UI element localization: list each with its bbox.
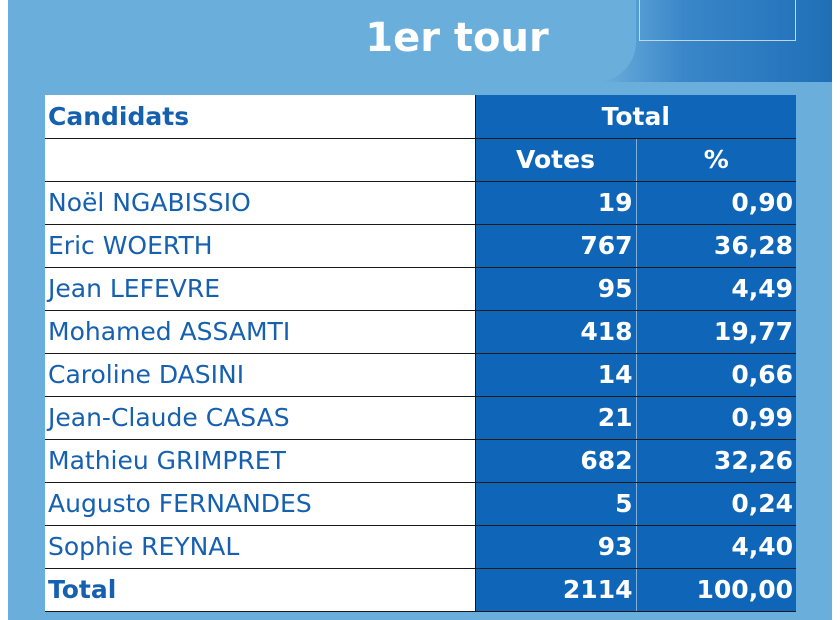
total-votes: 2114 xyxy=(475,568,637,612)
candidate-name: Mathieu GRIMPRET xyxy=(45,439,476,483)
candidate-votes: 21 xyxy=(475,396,637,440)
candidate-votes: 682 xyxy=(475,439,637,483)
table-row: Eric WOERTH 767 36,28 xyxy=(45,224,796,268)
total-label: Total xyxy=(45,568,476,612)
candidate-name: Sophie REYNAL xyxy=(45,525,476,569)
table-row: Mohamed ASSAMTI 418 19,77 xyxy=(45,310,796,354)
candidate-votes: 19 xyxy=(475,181,637,225)
candidate-name: Mohamed ASSAMTI xyxy=(45,310,476,354)
candidate-percent: 0,24 xyxy=(636,482,796,526)
table-row: Caroline DASINI 14 0,66 xyxy=(45,353,796,397)
table-row: Noël NGABISSIO 19 0,90 xyxy=(45,181,796,225)
total-percent: 100,00 xyxy=(636,568,796,612)
table-subheader-row: Votes % xyxy=(45,138,796,182)
candidate-name: Jean-Claude CASAS xyxy=(45,396,476,440)
candidate-percent: 4,49 xyxy=(636,267,796,311)
page-title: 1er tour xyxy=(365,15,549,61)
candidate-votes: 95 xyxy=(475,267,637,311)
candidate-name: Eric WOERTH xyxy=(45,224,476,268)
total-row: Total 2114 100,00 xyxy=(45,568,796,612)
header-decorative-box xyxy=(639,0,796,41)
candidate-percent: 32,26 xyxy=(636,439,796,483)
candidate-percent: 4,40 xyxy=(636,525,796,569)
candidate-votes: 418 xyxy=(475,310,637,354)
header-tab xyxy=(8,0,636,82)
candidate-name: Jean LEFEVRE xyxy=(45,267,476,311)
table-row: Jean-Claude CASAS 21 0,99 xyxy=(45,396,796,440)
table-row: Mathieu GRIMPRET 682 32,26 xyxy=(45,439,796,483)
candidate-name: Caroline DASINI xyxy=(45,353,476,397)
table-row: Sophie REYNAL 93 4,40 xyxy=(45,525,796,569)
candidate-name: Augusto FERNANDES xyxy=(45,482,476,526)
table-row: Jean LEFEVRE 95 4,49 xyxy=(45,267,796,311)
header-blank-cell xyxy=(45,138,476,182)
candidate-name: Noël NGABISSIO xyxy=(45,181,476,225)
candidate-votes: 14 xyxy=(475,353,637,397)
candidate-percent: 0,99 xyxy=(636,396,796,440)
candidate-votes: 5 xyxy=(475,482,637,526)
table-header-row: Candidats Total xyxy=(45,95,796,139)
candidate-percent: 36,28 xyxy=(636,224,796,268)
candidate-votes: 93 xyxy=(475,525,637,569)
candidate-percent: 19,77 xyxy=(636,310,796,354)
candidate-percent: 0,66 xyxy=(636,353,796,397)
header-percent: % xyxy=(636,138,796,182)
header-total: Total xyxy=(475,95,796,139)
candidate-percent: 0,90 xyxy=(636,181,796,225)
table-row: Augusto FERNANDES 5 0,24 xyxy=(45,482,796,526)
candidate-votes: 767 xyxy=(475,224,637,268)
results-table: Candidats Total Votes % Noël NGABISSIO 19… xyxy=(45,95,796,612)
header-candidates: Candidats xyxy=(45,95,476,139)
header-votes: Votes xyxy=(475,138,637,182)
